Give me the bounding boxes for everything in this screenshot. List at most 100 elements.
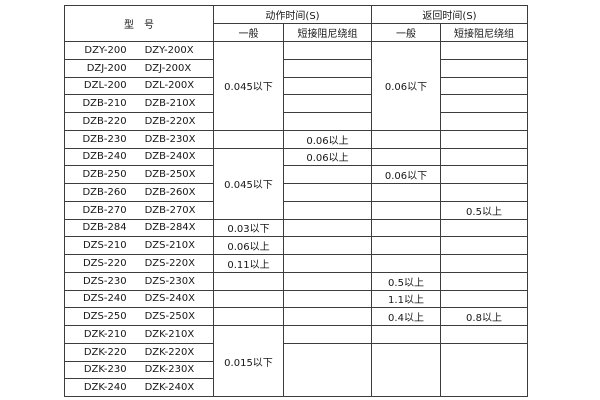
table-row: DZY-200 DZY-200X 0.045以下 0.06以下 [64, 41, 528, 131]
model-cell: DZK-210 DZK-210X [64, 325, 214, 344]
table-row: DZB-250 DZB-250X 0.06以下 [64, 165, 528, 184]
model-name: DZB-270 [82, 204, 127, 216]
action-damping-cell [283, 41, 372, 60]
model-name: DZB-250 [82, 169, 127, 181]
model-name-x: DZB-250X [144, 169, 196, 181]
model-cell: DZB-230 DZB-230X [64, 129, 214, 149]
header-row-groups: 型 号 动作时间(S) 返回时间(S) [64, 5, 528, 42]
model-name: DZB-230 [82, 133, 127, 145]
action-damping-cell [283, 325, 372, 344]
action-general-cell: 0.045以下 [213, 41, 284, 131]
action-damping-cell [283, 200, 372, 220]
model-name-x: DZS-240X [144, 293, 196, 305]
header-action-general: 一般 [213, 23, 284, 42]
return-general-cell [371, 218, 441, 238]
model-name-x: DZB-210X [144, 98, 196, 110]
table-row: DZB-210 DZB-210X [64, 94, 528, 113]
return-damping-cell [440, 254, 528, 273]
return-damping-cell [440, 76, 528, 96]
action-damping-cell: 0.06以上 [283, 129, 372, 149]
model-name: DZB-240 [82, 151, 127, 163]
return-damping-cell [440, 218, 528, 238]
table-row: DZB-240 DZB-240X 0.045以下 0.06以上 [64, 147, 528, 220]
model-name-x: DZJ-200X [144, 62, 192, 74]
return-general-cell [371, 129, 441, 149]
table-row: DZK-230 DZK-230X [64, 360, 528, 380]
table-row: DZB-220 DZB-220X [64, 112, 528, 131]
table-row: DZK-210 DZK-210X 0.015以下 [64, 325, 528, 397]
model-name-x: DZB-230X [144, 133, 196, 145]
action-general-cell [213, 289, 284, 309]
action-general-cell: 0.03以下 [213, 218, 284, 238]
model-name-x: DZL-200X [144, 80, 195, 92]
action-general-cell: 0.015以下 [213, 325, 284, 397]
return-damping-cell [440, 183, 528, 202]
table-row: DZK-240 DZK-240X [64, 378, 528, 397]
return-general-cell [371, 325, 441, 344]
model-name-x: DZB-260X [144, 186, 196, 198]
table-row: DZK-220 DZK-220X [64, 342, 528, 398]
action-damping-cell [283, 183, 372, 202]
return-damping-cell [440, 325, 528, 344]
model-cell: DZK-220 DZK-220X [64, 342, 214, 362]
return-damping-cell [440, 112, 528, 131]
model-name-x: DZB-270X [144, 204, 196, 216]
action-damping-cell [283, 76, 372, 96]
header-return-general: 一般 [371, 23, 441, 42]
return-general-cell: 1.1以上 [371, 289, 441, 309]
model-cell: DZB-220 DZB-220X [64, 112, 214, 131]
model-cell: DZB-270 DZB-270X [64, 200, 214, 220]
model-name: DZK-210 [83, 328, 127, 340]
return-general-cell [371, 147, 441, 167]
model-cell: DZS-250 DZS-250X [64, 307, 214, 326]
model-cell: DZK-230 DZK-230X [64, 360, 214, 380]
model-cell: DZB-260 DZB-260X [64, 183, 214, 202]
model-cell: DZS-210 DZS-210X [64, 236, 214, 255]
model-cell: DZB-284 DZB-284X [64, 218, 214, 238]
return-general-cell [371, 183, 441, 202]
model-name-x: DZS-210X [144, 240, 196, 252]
action-general-cell: 0.045以下 [213, 147, 284, 220]
table-row: DZS-250 DZS-250X 0.4以上 0.8以上 [64, 307, 528, 326]
model-name-x: DZK-240X [144, 382, 195, 394]
return-general-cell: 0.4以上 [371, 307, 441, 326]
model-name-x: DZS-250X [144, 311, 196, 323]
model-name: DZS-210 [82, 240, 127, 252]
return-general-cell [371, 342, 441, 398]
return-damping-cell [440, 58, 528, 78]
return-damping-cell [440, 289, 528, 309]
table-header: 型 号 动作时间(S) 返回时间(S) 一般 短接阻尼绕组 一般 短接阻尼绕组 [64, 5, 528, 42]
return-damping-cell [440, 147, 528, 167]
model-name: DZK-220 [83, 346, 127, 358]
table-row: DZS-230 DZS-230X 0.5以上 [64, 271, 528, 291]
return-damping-cell [440, 129, 528, 149]
table-row: DZB-260 DZB-260X [64, 183, 528, 202]
action-damping-cell [283, 94, 372, 113]
table-row: DZL-200 DZL-200X [64, 76, 528, 96]
model-name: DZK-230 [83, 364, 127, 376]
table-body: DZY-200 DZY-200X 0.045以下 0.06以下 DZJ-200 DZ… [64, 41, 528, 398]
action-damping-cell [283, 254, 372, 273]
return-damping-cell [440, 94, 528, 113]
action-damping-cell [283, 58, 372, 78]
table-row: DZS-210 DZS-210X 0.06以上 [64, 236, 528, 255]
return-damping-cell [440, 41, 528, 60]
action-damping-cell [283, 165, 372, 184]
model-cell: DZB-210 DZB-210X [64, 94, 214, 113]
return-general-cell: 0.06以下 [371, 41, 441, 131]
header-return-damping: 短接阻尼绕组 [440, 23, 528, 42]
return-damping-cell: 0.5以上 [440, 200, 528, 220]
return-damping-cell: 0.8以上 [440, 307, 528, 326]
action-damping-cell [283, 289, 372, 309]
model-name-x: DZB-220X [144, 115, 196, 127]
model-cell: DZS-220 DZS-220X [64, 254, 214, 273]
return-general-cell [371, 254, 441, 273]
action-general-cell: 0.06以上 [213, 236, 284, 255]
table-row: DZB-270 DZB-270X 0.5以上 [64, 200, 528, 220]
model-name-x: DZS-220X [144, 257, 196, 269]
model-name: DZB-220 [82, 115, 127, 127]
model-cell: DZB-240 DZB-240X [64, 147, 214, 167]
table-row: DZS-240 DZS-240X 1.1以上 [64, 289, 528, 309]
model-name: DZL-200 [83, 80, 127, 92]
model-name: DZS-240 [82, 293, 127, 305]
